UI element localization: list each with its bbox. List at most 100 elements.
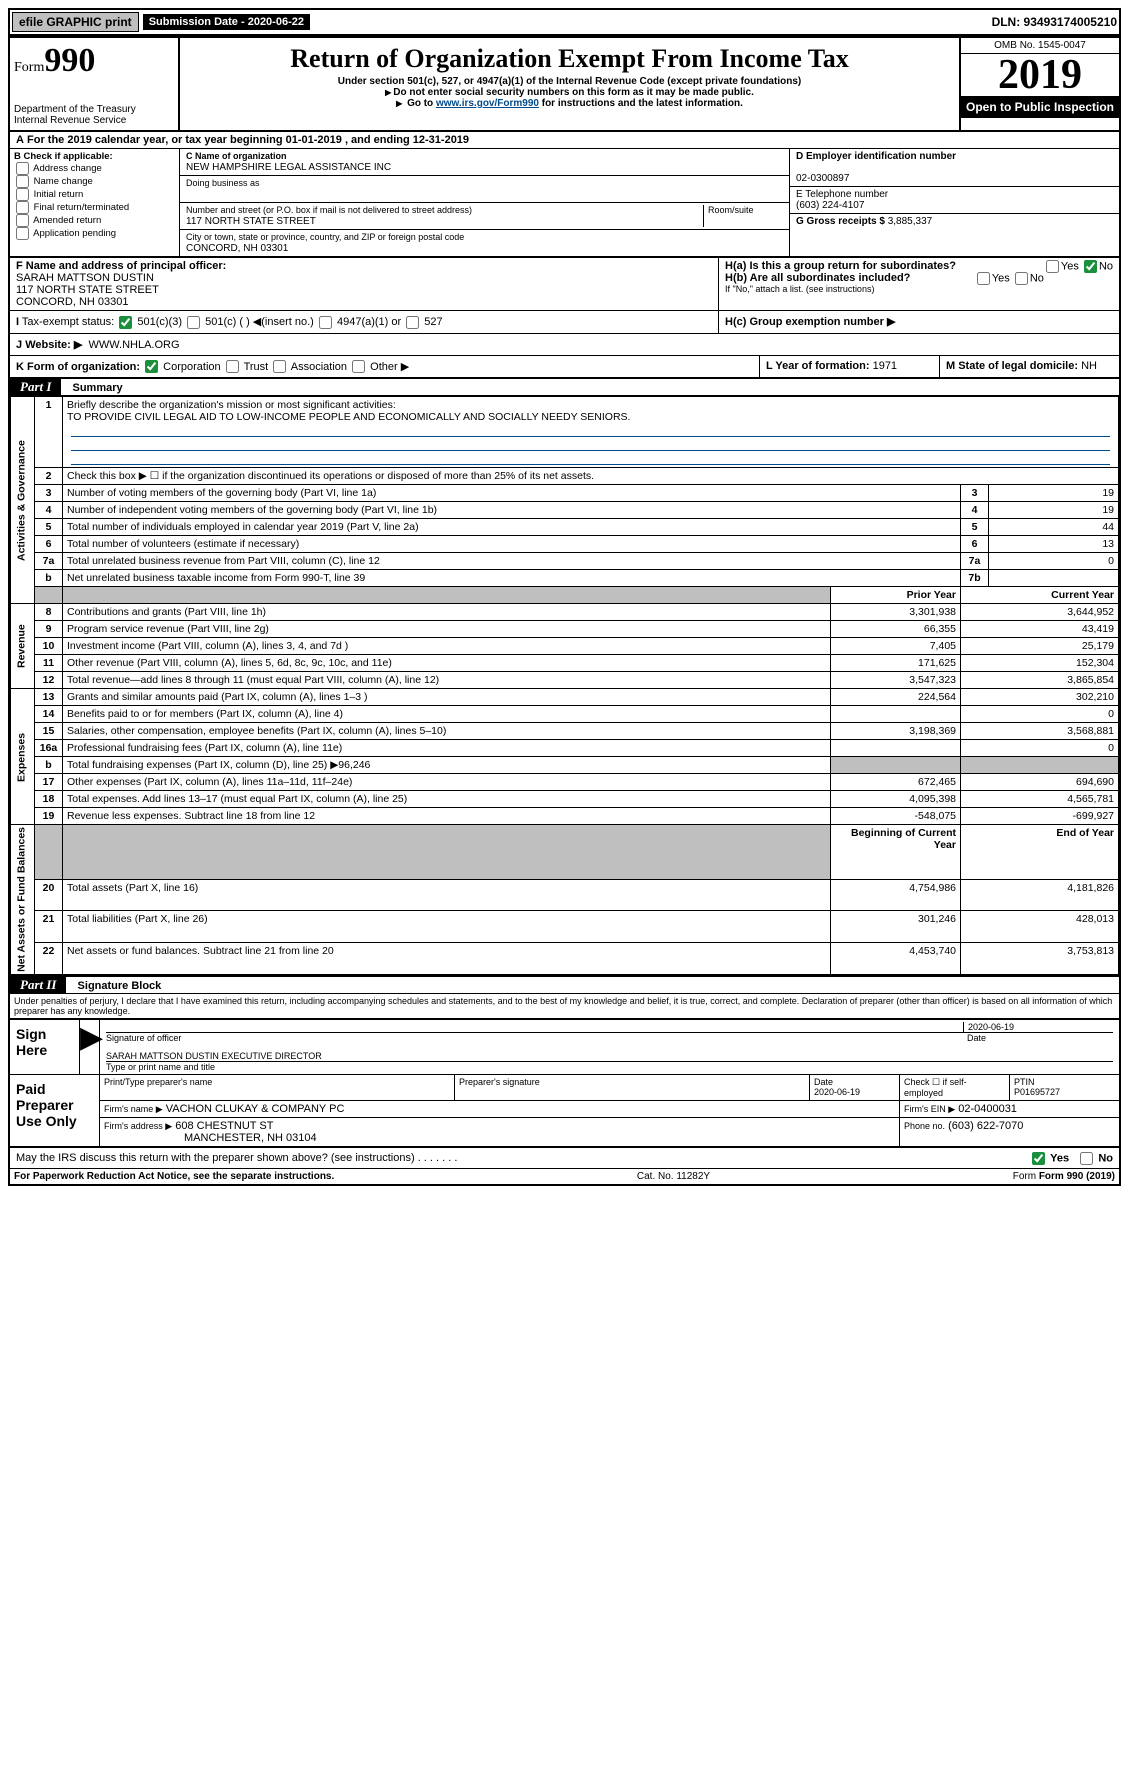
goto-post: for instructions and the latest informat…: [542, 98, 743, 109]
cb-corp[interactable]: [145, 360, 158, 373]
period-line-a: A For the 2019 calendar year, or tax yea…: [10, 132, 1119, 149]
firm-addr-label: Firm's address ▶: [104, 1121, 172, 1131]
hc-label: H(c) Group exemption number ▶: [725, 316, 895, 328]
hb-note: If "No," attach a list. (see instruction…: [725, 284, 1113, 294]
box-b-label: B Check if applicable:: [14, 151, 113, 162]
ln21-n: 21: [35, 911, 63, 943]
opt-address: Address change: [33, 163, 102, 174]
ptin-value: P01695727: [1014, 1087, 1060, 1097]
room-label: Room/suite: [708, 205, 754, 215]
ln17-p: 672,465: [831, 774, 961, 791]
ln19-c: -699,927: [961, 808, 1119, 825]
ln5-b: 5: [961, 519, 989, 536]
ln7b-t: Net unrelated business taxable income fr…: [63, 570, 961, 587]
ln11-t: Other revenue (Part VIII, column (A), li…: [63, 655, 831, 672]
ln20-c: 4,181,826: [961, 879, 1119, 911]
k-assoc: Association: [291, 361, 347, 373]
irs-link[interactable]: www.irs.gov/Form990: [436, 98, 539, 109]
ln3-b: 3: [961, 485, 989, 502]
ln16b-p: [831, 757, 961, 774]
hb-label: H(b) Are all subordinates included?: [725, 272, 910, 284]
ln16b-n: b: [35, 757, 63, 774]
ln8-n: 8: [35, 604, 63, 621]
cb-527[interactable]: [406, 316, 419, 329]
dba-label: Doing business as: [186, 178, 260, 188]
opt-final: Final return/terminated: [34, 202, 130, 213]
ln9-p: 66,355: [831, 621, 961, 638]
cb-discuss-no[interactable]: [1080, 1152, 1093, 1165]
section-b-to-m: B Check if applicable: Address change Na…: [10, 149, 1119, 258]
cb-pending[interactable]: [16, 227, 29, 240]
c-name-label: C Name of organization: [186, 151, 287, 161]
box-k-l-m-row: K Form of organization: Corporation Trus…: [10, 356, 1119, 380]
sign-here-label: Sign Here: [10, 1020, 80, 1074]
ln4-n: 4: [35, 502, 63, 519]
cb-4947[interactable]: [319, 316, 332, 329]
k-corp: Corporation: [163, 361, 220, 373]
cb-address-change[interactable]: [16, 162, 29, 175]
irs-label: Internal Revenue Service: [14, 115, 174, 126]
ln8-p: 3,301,938: [831, 604, 961, 621]
part1-header: Part I Summary: [10, 379, 1119, 396]
ln5-v: 44: [989, 519, 1119, 536]
l-value: 1971: [873, 360, 897, 372]
efile-button[interactable]: efile GRAPHIC print: [12, 12, 139, 32]
l-label: L Year of formation:: [766, 360, 870, 372]
ln15-p: 3,198,369: [831, 723, 961, 740]
cb-hb-no[interactable]: [1015, 272, 1028, 285]
self-emp: Check ☐ if self-employed: [899, 1075, 1009, 1100]
cb-501c3[interactable]: [119, 316, 132, 329]
part2-header: Part II Signature Block: [10, 975, 1119, 994]
ln3-n: 3: [35, 485, 63, 502]
ln6-t: Total number of volunteers (estimate if …: [63, 536, 961, 553]
side-revenue: Revenue: [11, 604, 35, 689]
ha-yes: Yes: [1061, 260, 1079, 272]
cb-501c[interactable]: [187, 316, 200, 329]
firm-name-label: Firm's name ▶: [104, 1104, 163, 1114]
ln14-p: [831, 706, 961, 723]
hb-no: No: [1030, 272, 1044, 284]
m-value: NH: [1081, 360, 1097, 372]
k-trust: Trust: [244, 361, 269, 373]
box-f-h-row: F Name and address of principal officer:…: [10, 258, 1119, 311]
ln16a-t: Professional fundraising fees (Part IX, …: [63, 740, 831, 757]
cb-trust[interactable]: [226, 360, 239, 373]
ln14-c: 0: [961, 706, 1119, 723]
officer-addr1: 117 NORTH STATE STREET: [16, 284, 159, 296]
ln19-t: Revenue less expenses. Subtract line 18 …: [63, 808, 831, 825]
cb-name-change[interactable]: [16, 175, 29, 188]
opt-name: Name change: [34, 176, 93, 187]
cb-final[interactable]: [16, 201, 29, 214]
discuss-yes: Yes: [1050, 1153, 1069, 1165]
pra-notice: For Paperwork Reduction Act Notice, see …: [14, 1171, 334, 1182]
cb-other[interactable]: [352, 360, 365, 373]
footer-form-label: Form: [1013, 1171, 1039, 1182]
firm-phone-label: Phone no.: [904, 1121, 945, 1131]
cat-no: Cat. No. 11282Y: [637, 1171, 710, 1182]
cb-assoc[interactable]: [273, 360, 286, 373]
ln13-p: 224,564: [831, 689, 961, 706]
cb-ha-no[interactable]: [1084, 260, 1097, 273]
cb-hb-yes[interactable]: [977, 272, 990, 285]
form-subtitle: Under section 501(c), 527, or 4947(a)(1)…: [188, 76, 951, 87]
website-label: Website: ▶: [25, 339, 82, 351]
period-text: For the 2019 calendar year, or tax year …: [27, 134, 469, 146]
cb-discuss-yes[interactable]: [1032, 1152, 1045, 1165]
ln17-n: 17: [35, 774, 63, 791]
box-c: C Name of organizationNEW HAMPSHIRE LEGA…: [180, 149, 789, 256]
officer-addr2: CONCORD, NH 03301: [16, 296, 128, 308]
cb-amended[interactable]: [16, 214, 29, 227]
ln22-t: Net assets or fund balances. Subtract li…: [63, 943, 831, 975]
cb-ha-yes[interactable]: [1046, 260, 1059, 273]
cb-initial[interactable]: [16, 188, 29, 201]
ln21-p: 301,246: [831, 911, 961, 943]
box-d-e-g: D Employer identification number02-03008…: [789, 149, 1119, 256]
ln10-n: 10: [35, 638, 63, 655]
i-4947: 4947(a)(1) or: [337, 316, 401, 328]
tax-year: 2019: [961, 54, 1119, 96]
ln11-p: 171,625: [831, 655, 961, 672]
firm-name: VACHON CLUKAY & COMPANY PC: [166, 1103, 345, 1115]
q2-text: Check this box ▶ ☐ if the organization d…: [63, 468, 1119, 485]
goto-pre: Go to: [407, 98, 436, 109]
ln6-v: 13: [989, 536, 1119, 553]
